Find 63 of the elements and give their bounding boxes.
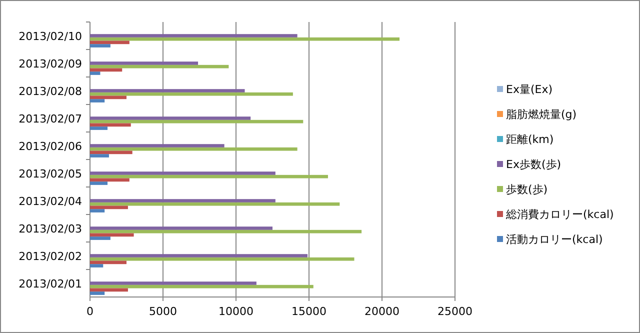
- bar: [90, 126, 108, 130]
- x-tick-label: 10000: [218, 305, 254, 318]
- y-tick-label: 2013/02/02: [18, 250, 82, 263]
- bar: [90, 150, 132, 154]
- bar: [90, 226, 272, 230]
- bar: [90, 174, 328, 178]
- bar: [90, 64, 229, 68]
- bar: [90, 144, 224, 148]
- x-tick-label: 0: [86, 305, 94, 318]
- bar: [90, 292, 105, 295]
- bar: [90, 172, 276, 175]
- bar: [90, 147, 298, 151]
- x-tick-label: 15000: [292, 305, 326, 318]
- bar: [90, 40, 130, 44]
- y-tick-label: 2013/02/03: [18, 222, 82, 236]
- bar: [90, 264, 104, 268]
- bar: [90, 178, 130, 182]
- y-tick-label: 2013/02/10: [18, 30, 82, 43]
- y-tick-label: 2013/02/08: [18, 84, 82, 98]
- legend-label: 総消費カロリー(kcal): [505, 208, 614, 221]
- y-tick-label: 2013/02/09: [18, 57, 82, 70]
- bar: [90, 68, 122, 72]
- bar: [90, 92, 293, 96]
- bar: [90, 154, 109, 158]
- bar: [90, 202, 340, 206]
- y-tick-label: 2013/02/01: [18, 277, 82, 290]
- bar: [90, 62, 198, 65]
- y-tick-label: 2013/02/04: [18, 194, 82, 208]
- x-tick-label: 20000: [364, 305, 400, 318]
- bar: [90, 257, 354, 261]
- bar: [90, 254, 308, 258]
- legend-label: Ex量(Ex): [506, 83, 553, 96]
- x-tick-label: 25000: [438, 305, 472, 318]
- y-tick-label: 2013/02/07: [18, 112, 82, 126]
- bar: [90, 89, 245, 92]
- bar: [90, 260, 126, 264]
- bar: [90, 288, 128, 292]
- legend-label: 距離(km): [506, 133, 554, 146]
- bar: [90, 72, 100, 75]
- y-tick-label: 2013/02/06: [18, 140, 82, 153]
- legend-label: 活動カロリー(kcal): [506, 233, 603, 246]
- bar: [90, 182, 108, 185]
- bar: [90, 199, 276, 202]
- bar: [90, 120, 304, 124]
- bar: [90, 230, 362, 234]
- bar: [90, 209, 105, 212]
- x-tick-label: 5000: [149, 305, 177, 318]
- bar: [90, 282, 256, 285]
- legend-label: Ex歩数(歩): [506, 158, 562, 171]
- bar: [90, 233, 134, 237]
- bar: [90, 34, 298, 38]
- bar: [90, 44, 110, 48]
- bar: [90, 37, 400, 41]
- legend-label: 脂肪燃焼量(g): [506, 108, 577, 121]
- bar: [90, 236, 110, 240]
- bar: [90, 116, 251, 120]
- bar: [90, 284, 314, 288]
- bar: [90, 96, 126, 100]
- bar: [90, 206, 128, 210]
- bar: [90, 123, 131, 127]
- legend-label: 歩数(歩): [506, 183, 548, 196]
- y-tick-label: 2013/02/05: [18, 167, 82, 180]
- bar: [90, 99, 105, 102]
